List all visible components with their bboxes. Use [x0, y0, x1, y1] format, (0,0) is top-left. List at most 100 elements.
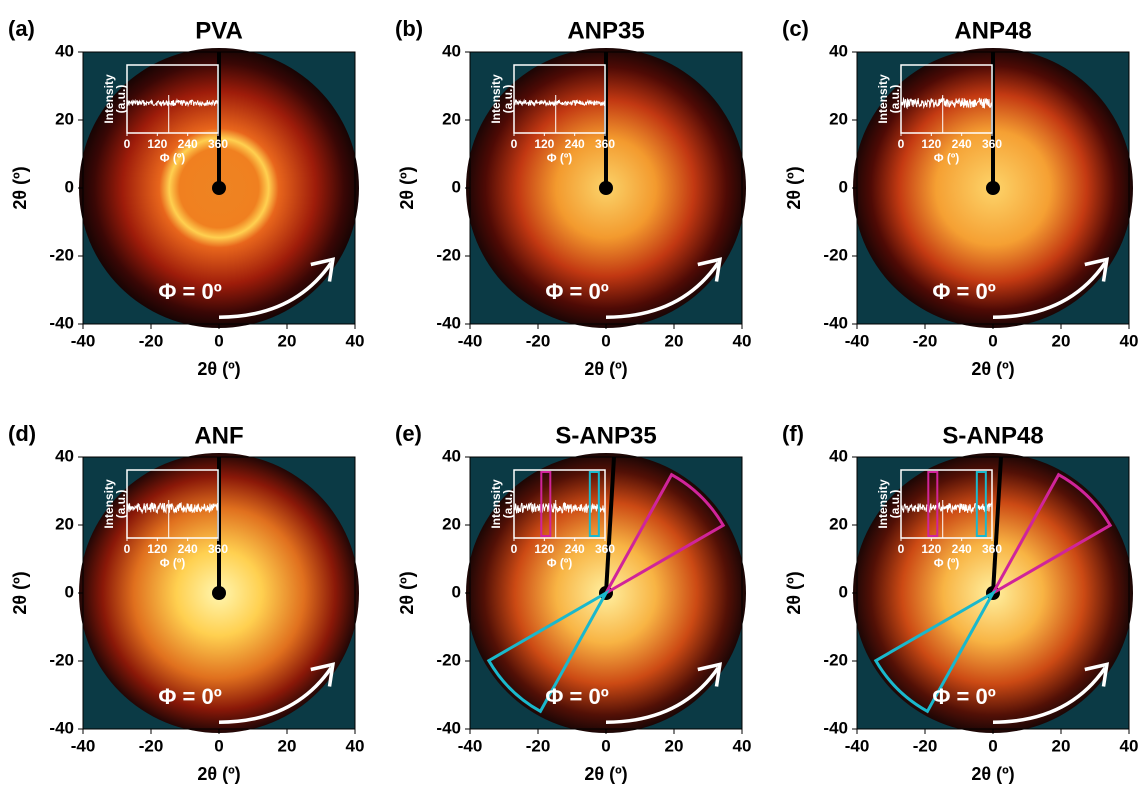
y-tick-label: -40 [823, 718, 848, 737]
x-tick-label: 20 [665, 331, 684, 350]
inset-y-label: (a.u.) [114, 85, 128, 114]
sector [989, 472, 1113, 598]
y-tick-label: -40 [49, 718, 74, 737]
inset-frame [513, 469, 606, 539]
y-tick-label: 40 [829, 41, 848, 60]
inset-y-label: (a.u.) [888, 85, 902, 114]
x-tick-label: 0 [601, 331, 610, 350]
y-axis-label: 2θ (º) [397, 571, 417, 614]
inset-tick-label: 360 [595, 542, 615, 556]
y-axis-label: 2θ (º) [784, 571, 804, 614]
beam-stop-arm [991, 456, 1003, 594]
inset-y-label: (a.u.) [501, 490, 515, 519]
y-tick-label: 0 [65, 177, 74, 196]
inset-y-label: Intensity [102, 479, 116, 529]
x-axis-label: 2θ (º) [197, 359, 240, 379]
x-tick-label: 0 [601, 736, 610, 755]
inset-tick-label: 120 [921, 542, 941, 556]
panel: -40 -20 0 20 40 -40 -20 0 20 40 2θ (º) 2θ (º) (a) PVA… [8, 16, 364, 379]
inset-y-label: Intensity [876, 74, 890, 124]
inset-tick-label: 360 [595, 137, 615, 151]
y-tick-label: 20 [829, 109, 848, 128]
x-tick-label: 20 [1052, 331, 1071, 350]
inset-tick-label: 120 [921, 137, 941, 151]
panel-label: (a) [8, 16, 35, 41]
x-tick-label: 0 [214, 736, 223, 755]
x-axis-label: 2θ (º) [971, 764, 1014, 784]
inset-tick-label: 240 [565, 137, 585, 151]
panel-title: S-ANP48 [942, 422, 1043, 449]
y-tick-label: 20 [55, 514, 74, 533]
y-tick-label: -20 [436, 650, 461, 669]
inset-x-label: Φ (º) [160, 151, 186, 165]
inset-tick-label: 360 [982, 137, 1002, 151]
inset-x-label: Φ (º) [547, 151, 573, 165]
inset-tick-label: 0 [898, 542, 905, 556]
inset-marker [927, 471, 939, 537]
rotation-arrow [992, 261, 1107, 319]
inset-marker [975, 471, 987, 537]
arrow-head [310, 257, 336, 282]
inset-marker [588, 471, 600, 537]
x-tick-label: -20 [139, 736, 164, 755]
y-tick-label: 0 [452, 177, 461, 196]
phi-annotation: Φ = 0º [158, 279, 221, 304]
y-tick-label: -40 [823, 313, 848, 332]
y-tick-label: -20 [823, 245, 848, 264]
x-tick-label: 20 [665, 736, 684, 755]
panel: -40 -20 0 20 40 -40 -20 0 20 40 2θ (º) 2θ (º) (e) S-A… [395, 421, 751, 784]
y-tick-label: -20 [823, 650, 848, 669]
inset-frame [126, 469, 219, 539]
inset-tick-label: 120 [147, 137, 167, 151]
y-tick-label: 40 [442, 446, 461, 465]
y-tick-label: 40 [55, 41, 74, 60]
y-axis-label: 2θ (º) [10, 571, 30, 614]
x-tick-label: -20 [139, 331, 164, 350]
panel-label: (c) [782, 16, 809, 41]
phi-annotation: Φ = 0º [545, 684, 608, 709]
x-axis-label: 2θ (º) [584, 764, 627, 784]
sector [602, 472, 726, 598]
phi-annotation: Φ = 0º [932, 279, 995, 304]
inset-y-label: Intensity [876, 479, 890, 529]
sector [486, 588, 610, 714]
y-tick-label: 20 [442, 514, 461, 533]
x-tick-label: 20 [1052, 736, 1071, 755]
panel: -40 -20 0 20 40 -40 -20 0 20 40 2θ (º) 2θ (º) (f) S-A… [782, 421, 1138, 784]
y-tick-label: -40 [436, 718, 461, 737]
y-tick-label: 0 [839, 582, 848, 601]
inset-tick-label: 0 [511, 542, 518, 556]
inset-tick-label: 240 [565, 542, 585, 556]
inset-x-label: Φ (º) [160, 556, 186, 570]
y-tick-label: 0 [65, 582, 74, 601]
y-tick-label: -40 [49, 313, 74, 332]
x-tick-label: 40 [346, 331, 365, 350]
inset-tick-label: 120 [147, 542, 167, 556]
x-tick-label: -20 [913, 736, 938, 755]
x-tick-label: 40 [733, 736, 752, 755]
phi-annotation: Φ = 0º [545, 279, 608, 304]
inset-y-label: (a.u.) [888, 490, 902, 519]
x-axis-label: 2θ (º) [971, 359, 1014, 379]
panel-label: (b) [395, 16, 423, 41]
inset-tick-label: 240 [178, 137, 198, 151]
y-tick-label: -20 [49, 245, 74, 264]
x-tick-label: -20 [526, 331, 551, 350]
inset-trace [513, 98, 606, 107]
inset-tick-label: 240 [178, 542, 198, 556]
x-tick-label: -20 [526, 736, 551, 755]
panel-title: PVA [195, 17, 243, 44]
y-tick-label: 40 [829, 446, 848, 465]
inset-y-label: (a.u.) [501, 85, 515, 114]
rotation-arrow [218, 666, 333, 724]
rotation-arrow [605, 666, 720, 724]
inset-y-label: Intensity [102, 74, 116, 124]
inset-trace [900, 96, 993, 110]
inset-tick-label: 0 [898, 137, 905, 151]
beam-stop [212, 586, 226, 600]
y-tick-label: 20 [442, 109, 461, 128]
x-tick-label: -40 [71, 736, 96, 755]
y-tick-label: 0 [839, 177, 848, 196]
y-tick-label: -20 [49, 650, 74, 669]
y-tick-label: 40 [55, 446, 74, 465]
